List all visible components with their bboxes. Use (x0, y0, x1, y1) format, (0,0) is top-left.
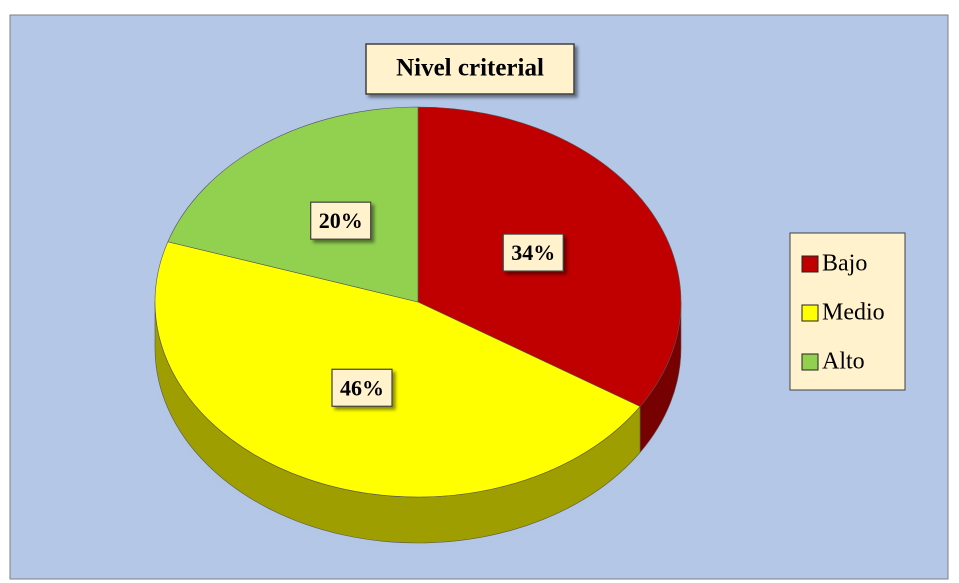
data-label-box (331, 368, 393, 407)
slice (167, 106, 419, 303)
data-label-box (310, 201, 372, 240)
data-label-box (502, 233, 564, 272)
pie: 34% 46% 20% (154, 106, 682, 544)
legend-label: Bajo (822, 251, 867, 277)
legend-swatch (801, 304, 819, 322)
slice (154, 241, 641, 498)
title-box (365, 43, 575, 95)
data-label: 34% (511, 240, 555, 265)
chart-title: Nivel criterial (396, 55, 544, 82)
legend-swatch (801, 255, 819, 273)
data-label: 46% (340, 375, 384, 400)
legend-swatch (801, 353, 819, 371)
legend-label: Alto (822, 349, 865, 375)
legend: Bajo Medio Alto (801, 251, 885, 375)
legend-label: Medio (822, 300, 885, 326)
data-label: 20% (319, 208, 363, 233)
